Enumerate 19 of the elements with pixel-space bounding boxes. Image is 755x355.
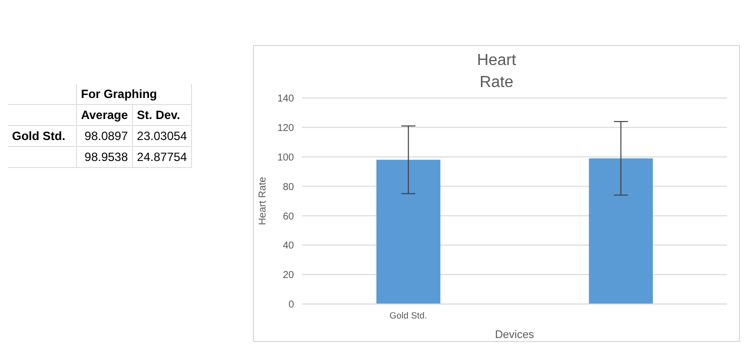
x-axis-title: Devices (494, 329, 535, 341)
text: 98.0897 (76, 126, 132, 146)
y-tick-label: 60 (282, 211, 294, 222)
y-tick-label: 80 (282, 182, 294, 193)
y-tick-label: 100 (277, 152, 294, 164)
text: For Graphing (76, 84, 192, 104)
text: 98.9538 (76, 146, 132, 168)
y-tick-label: 40 (282, 240, 294, 252)
y-tick-label: 0 (288, 300, 294, 311)
y-tick-label: 20 (282, 270, 294, 282)
text: 24.87754 (132, 146, 192, 168)
text: 23.03054 (132, 126, 192, 146)
y-axis-title: Heart Rate (258, 176, 269, 226)
chart-title: Heart Rate (476, 51, 518, 93)
y-tick-label: 120 (277, 122, 294, 134)
text: St. Dev. (132, 104, 192, 126)
text: Average (76, 104, 132, 126)
text: Gold Std. (8, 126, 76, 146)
y-tick-label: 140 (277, 94, 294, 105)
